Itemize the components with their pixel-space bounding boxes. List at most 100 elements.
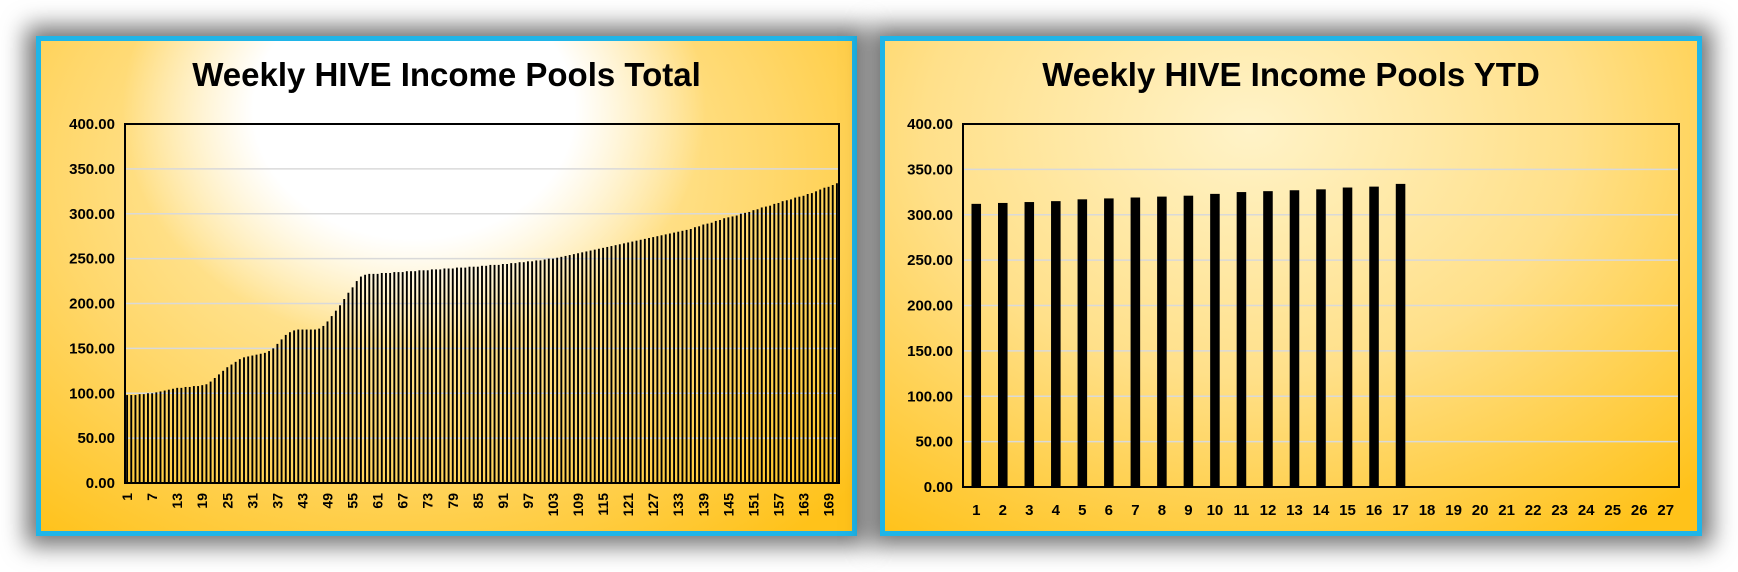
bar bbox=[347, 292, 350, 483]
bar bbox=[1183, 195, 1194, 487]
bar bbox=[376, 273, 379, 483]
y-tick-label: 400.00 bbox=[69, 116, 115, 133]
bar bbox=[472, 266, 475, 483]
chart-panel-total: Weekly HIVE Income Pools Total 0.00 50.00… bbox=[36, 36, 857, 536]
bar bbox=[180, 387, 183, 483]
bar bbox=[222, 370, 225, 483]
x-tick-label: 15 bbox=[1339, 502, 1356, 519]
x-tick-label: 43 bbox=[294, 493, 310, 509]
bar bbox=[288, 332, 291, 483]
bar bbox=[597, 248, 600, 483]
bar bbox=[656, 236, 659, 483]
bar bbox=[547, 258, 550, 483]
bar bbox=[451, 268, 454, 483]
x-tick-label: 27 bbox=[1657, 502, 1674, 519]
plot-area-ytd: 0.00 50.00 100.00 150.00 200.00 250.00 300.00 3… bbox=[907, 116, 1680, 519]
y-tick-label: 150.00 bbox=[69, 340, 115, 357]
bar bbox=[543, 259, 546, 483]
x-tick-label: 163 bbox=[796, 493, 812, 517]
x-tick-label: 8 bbox=[1158, 502, 1166, 519]
bar bbox=[810, 193, 813, 484]
bar bbox=[226, 367, 229, 483]
x-tick-label: 6 bbox=[1105, 502, 1113, 519]
bar bbox=[589, 250, 592, 483]
chart-panel-ytd: Weekly HIVE Income Pools YTD 0.00 50.00 10… bbox=[880, 36, 1702, 536]
bar bbox=[618, 244, 621, 483]
bar bbox=[218, 374, 220, 483]
x-tick-label: 97 bbox=[520, 493, 536, 509]
bar bbox=[230, 364, 233, 483]
y-tick-label: 0.00 bbox=[86, 475, 115, 492]
x-tick-label: 73 bbox=[420, 493, 436, 509]
bar bbox=[1210, 193, 1220, 487]
bar bbox=[731, 216, 734, 483]
bar bbox=[823, 187, 826, 483]
bar bbox=[685, 229, 688, 483]
bar bbox=[1104, 198, 1114, 488]
bar bbox=[497, 264, 500, 483]
x-tick-label: 127 bbox=[645, 493, 661, 517]
bar bbox=[777, 202, 780, 484]
bar bbox=[167, 389, 170, 483]
bar bbox=[184, 386, 187, 483]
bar bbox=[385, 272, 387, 483]
x-tick-label: 133 bbox=[670, 493, 686, 517]
bar bbox=[301, 329, 304, 483]
plot-frame bbox=[962, 123, 1680, 488]
bar bbox=[998, 202, 1008, 487]
bar bbox=[727, 217, 730, 483]
bar bbox=[1236, 192, 1247, 487]
bar bbox=[1051, 201, 1061, 487]
y-tick-label: 300.00 bbox=[69, 206, 115, 223]
bar bbox=[719, 220, 721, 483]
x-tick-label: 139 bbox=[695, 493, 711, 517]
bar bbox=[142, 394, 145, 483]
x-tick-label: 67 bbox=[395, 493, 411, 509]
bar bbox=[735, 215, 738, 484]
x-tick-label: 22 bbox=[1525, 502, 1542, 519]
bar bbox=[460, 267, 463, 483]
x-tick-label: 24 bbox=[1578, 502, 1595, 519]
y-tick-label: 150.00 bbox=[907, 343, 953, 360]
bar bbox=[835, 183, 838, 484]
x-tick-label: 7 bbox=[1131, 502, 1139, 519]
x-tick-label: 85 bbox=[470, 493, 486, 509]
bar bbox=[581, 252, 584, 483]
bar bbox=[694, 227, 696, 483]
bar bbox=[531, 261, 534, 483]
x-tick-label: 91 bbox=[495, 493, 511, 509]
bar bbox=[668, 233, 671, 483]
bar bbox=[794, 197, 797, 483]
y-tick-label: 250.00 bbox=[907, 252, 953, 269]
bar bbox=[205, 384, 208, 483]
bar bbox=[359, 276, 362, 483]
bar bbox=[197, 386, 200, 483]
bar bbox=[322, 325, 325, 483]
bar bbox=[748, 211, 751, 483]
x-tick-label: 12 bbox=[1260, 502, 1277, 519]
bar bbox=[339, 305, 341, 483]
bar bbox=[138, 394, 141, 483]
bar bbox=[151, 393, 154, 483]
bar bbox=[485, 265, 488, 483]
bar bbox=[430, 269, 433, 483]
bar bbox=[714, 220, 717, 483]
bar bbox=[1157, 196, 1167, 487]
plot-area-total: 0.00 50.00 100.00 150.00 200.00 250.00 300.00 3… bbox=[69, 116, 840, 517]
bar bbox=[698, 226, 701, 483]
bar bbox=[410, 271, 412, 483]
x-tick-label: 25 bbox=[1604, 502, 1621, 519]
x-tick-label: 169 bbox=[821, 493, 837, 517]
x-tick-label: 1 bbox=[972, 502, 980, 519]
bar bbox=[1369, 186, 1379, 487]
bar bbox=[418, 270, 421, 483]
bar bbox=[192, 386, 195, 483]
bar bbox=[251, 355, 254, 483]
x-tick-label: 19 bbox=[1445, 502, 1462, 519]
bar bbox=[401, 272, 404, 483]
y-tick-label: 50.00 bbox=[77, 430, 115, 447]
bar bbox=[1263, 191, 1273, 487]
bar bbox=[798, 196, 801, 483]
bar bbox=[155, 392, 158, 483]
bar bbox=[660, 235, 663, 483]
